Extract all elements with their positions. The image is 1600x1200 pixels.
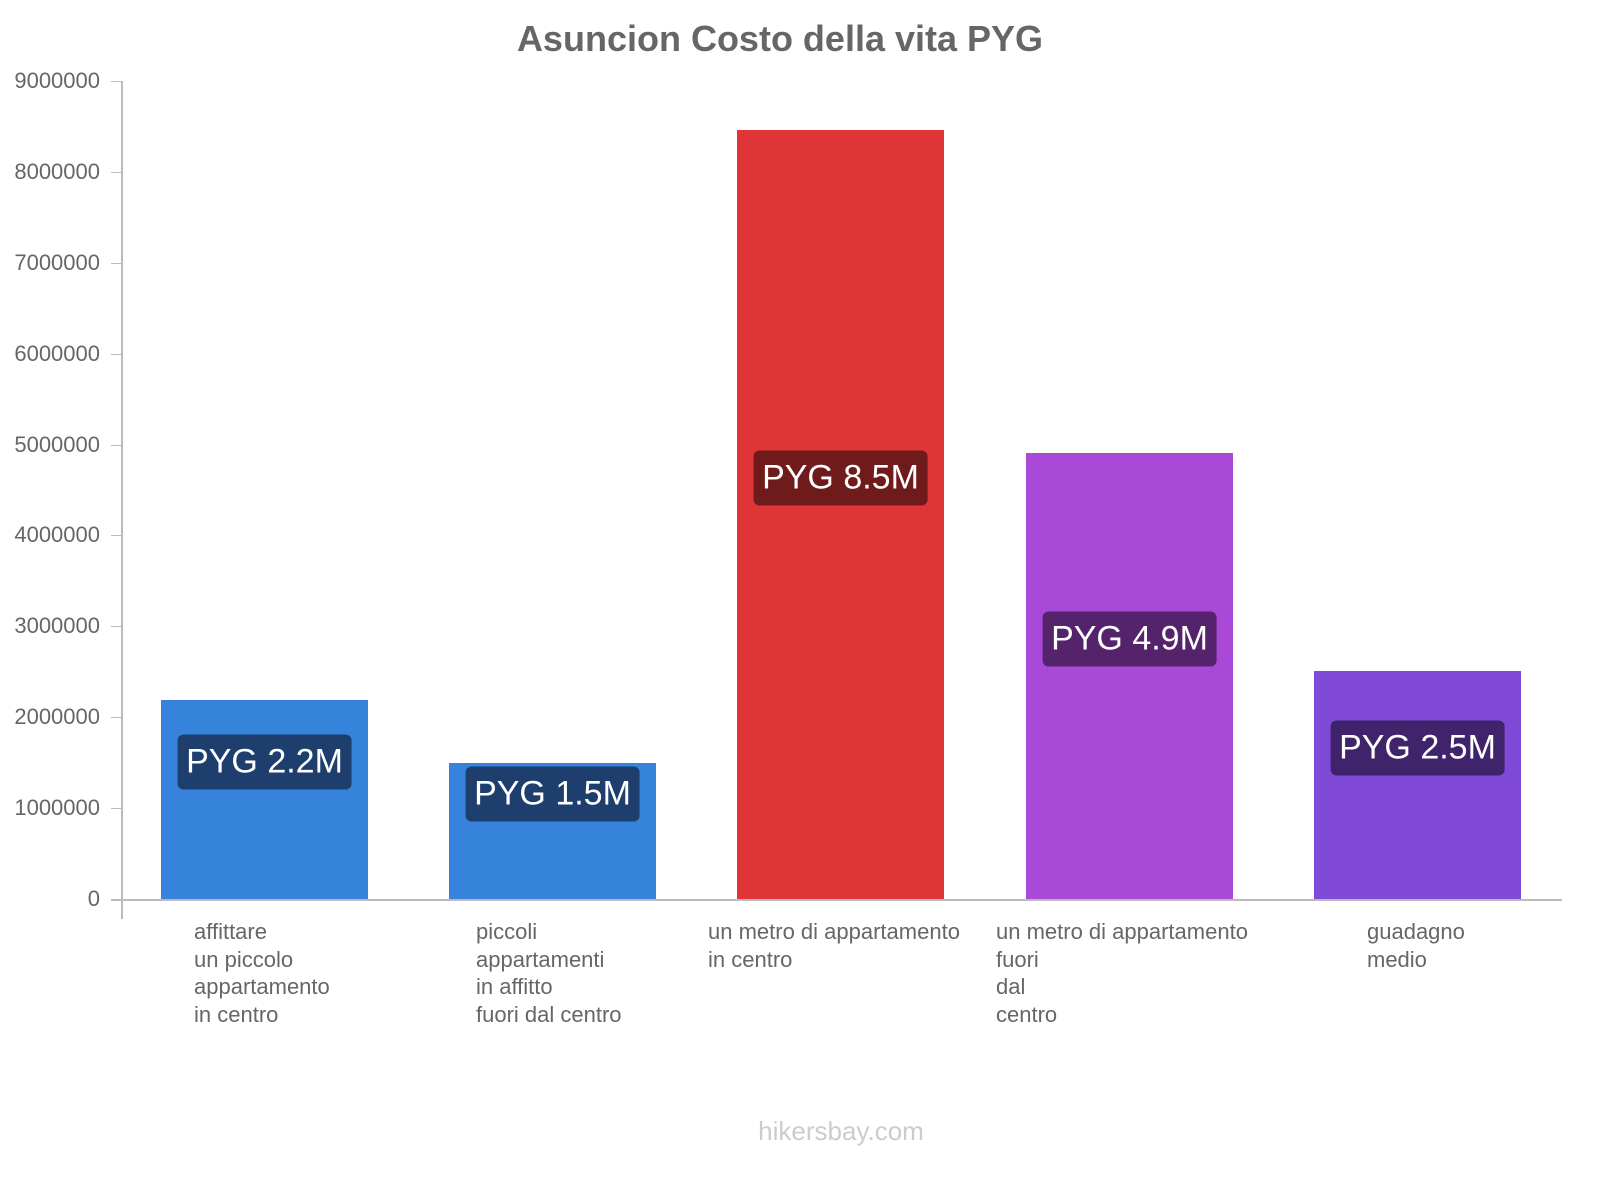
y-tick-label: 6000000 (14, 340, 100, 366)
x-category-label: un metro di appartamento in centro (708, 919, 960, 972)
bar-value-label: PYG 2.2M (177, 734, 352, 790)
y-tick-label: 8000000 (14, 158, 100, 184)
y-tick-mark (111, 353, 121, 355)
bar[interactable] (1026, 452, 1233, 899)
y-tick-label: 2000000 (14, 704, 100, 730)
bar-value-label: PYG 4.9M (1042, 611, 1217, 667)
y-tick-mark (111, 171, 121, 173)
y-tick-label: 4000000 (14, 522, 100, 548)
x-category-label: piccoli appartamenti in affitto fuori da… (476, 919, 622, 1027)
chart-title: Asuncion Costo della vita PYG (516, 18, 1044, 59)
y-tick-mark (111, 262, 121, 264)
y-axis-line (121, 81, 123, 919)
y-tick-label: 0 (87, 886, 100, 911)
bar[interactable] (737, 130, 944, 899)
x-category-label: guadagno medio (1367, 919, 1465, 972)
watermark: hikersbay.com (758, 1116, 924, 1146)
bar[interactable] (1314, 670, 1521, 899)
y-tick-mark (111, 717, 121, 719)
x-category-label: un metro di appartamento fuori dal centr… (996, 919, 1248, 1027)
y-tick-label: 1000000 (14, 795, 100, 821)
y-tick-mark (111, 444, 121, 446)
y-tick-label: 7000000 (14, 249, 100, 275)
y-tick-mark (111, 81, 121, 82)
x-category-label: affittare un piccolo appartamento in cen… (194, 919, 330, 1027)
bar-value-label: PYG 1.5M (465, 766, 640, 822)
y-tick-label: 3000000 (14, 613, 100, 639)
bar-value-label: PYG 8.5M (753, 450, 928, 506)
y-tick-mark (111, 626, 121, 628)
y-tick-label: 9000000 (14, 68, 100, 93)
x-axis-line (111, 899, 1562, 901)
bar[interactable] (161, 699, 368, 899)
bar-value-label: PYG 2.5M (1330, 720, 1505, 776)
y-tick-label: 5000000 (14, 431, 100, 457)
y-tick-mark (111, 808, 121, 810)
y-tick-mark (111, 535, 121, 537)
